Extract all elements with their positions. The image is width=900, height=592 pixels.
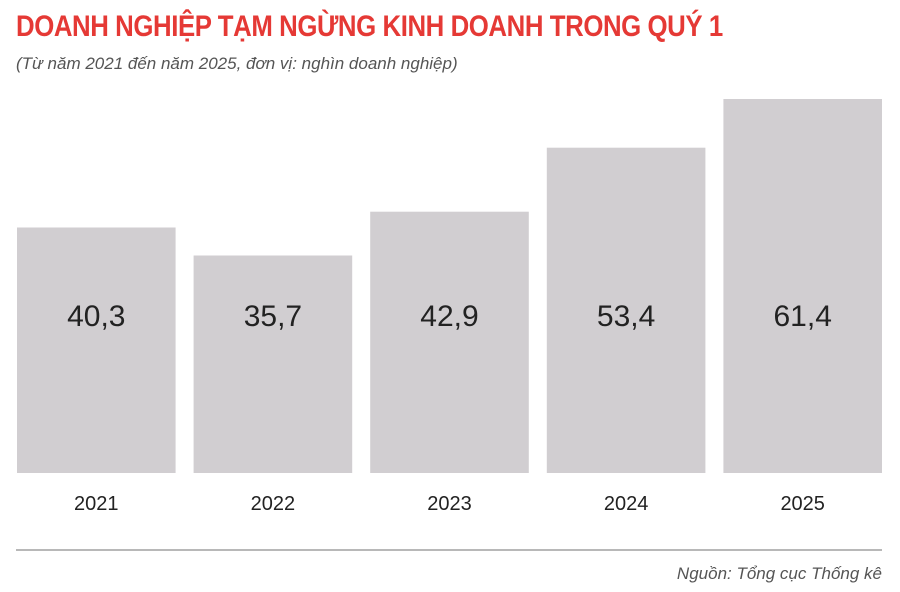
source-note: Nguồn: Tổng cục Thống kê [676,564,882,583]
value-label-2023: 42,9 [420,300,478,333]
value-label-2022: 35,7 [244,300,302,333]
bar-2022 [193,255,353,473]
bar-2024 [546,147,706,473]
bar-2021 [17,227,176,473]
value-label-2021: 40,3 [67,300,125,333]
x-tick-label-2024: 2024 [604,493,649,515]
x-tick-label-2023: 2023 [427,493,472,515]
value-labels-group: 40,3 35,7 42,9 53,4 61,4 [67,300,832,333]
bars-group [17,99,882,473]
bar-2025 [723,99,882,473]
bar-2023 [370,211,529,473]
x-axis-tick-labels: 2021 2022 2023 2024 2025 [74,493,825,515]
value-label-2024: 53,4 [597,300,655,333]
x-tick-label-2025: 2025 [780,493,825,515]
value-label-2025: 61,4 [774,300,832,333]
footer-divider [16,549,882,551]
x-tick-label-2022: 2022 [251,493,296,515]
x-tick-label-2021: 2021 [74,493,119,515]
chart-title: DOANH NGHIỆP TẠM NGỪNG KINH DOANH TRONG … [16,10,723,43]
chart-subtitle: (Từ năm 2021 đến năm 2025, đơn vị: nghìn… [16,54,458,73]
